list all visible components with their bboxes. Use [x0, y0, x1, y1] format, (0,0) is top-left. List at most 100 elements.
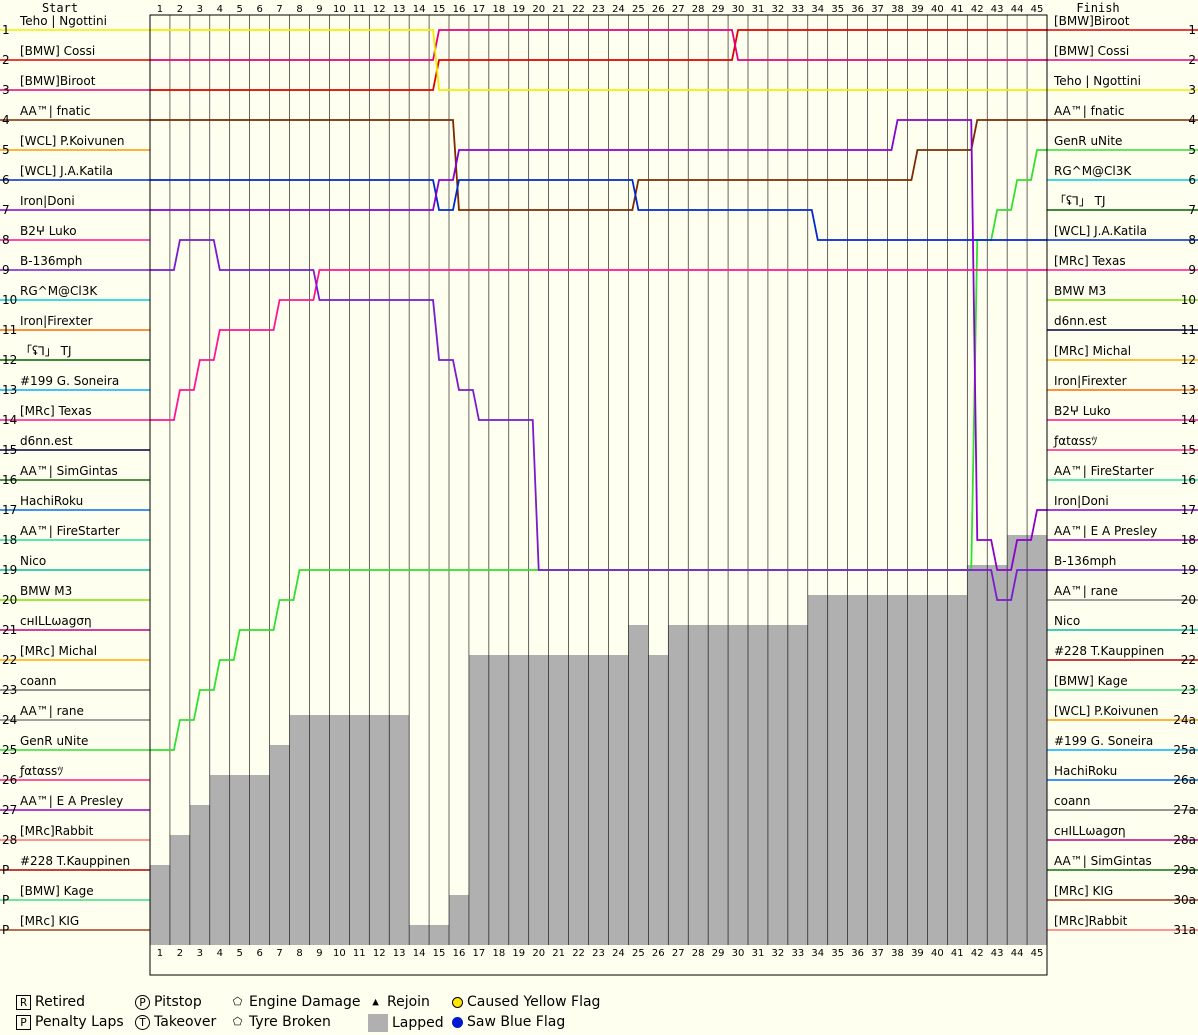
- yellow-flag-icon: [452, 996, 463, 1008]
- start-position-number: 16: [2, 473, 17, 487]
- start-position-number: 19: [2, 563, 17, 577]
- lapped-block: [748, 625, 768, 945]
- lap-number-bottom: 22: [572, 948, 585, 959]
- lapped-block: [189, 805, 210, 945]
- start-driver-name: Iron|Doni: [20, 194, 75, 208]
- lapped-block: [169, 835, 190, 945]
- legend-yellow-label: Caused Yellow Flag: [467, 994, 601, 1010]
- lapped-block: [349, 715, 370, 945]
- lapped-block: [688, 625, 709, 945]
- lapped-block: [508, 655, 529, 945]
- lapped-block: [409, 925, 430, 945]
- lapped-block: [728, 625, 748, 945]
- lapped-block: [807, 595, 828, 945]
- finish-position-number: 26a: [1173, 773, 1196, 787]
- lap-number-bottom: 30: [732, 948, 745, 959]
- finish-position-number: 10: [1181, 293, 1196, 307]
- lap-number-bottom: 8: [296, 948, 302, 959]
- lap-number-bottom: 27: [672, 948, 685, 959]
- start-position-number: 5: [2, 143, 10, 157]
- legend-rejoin: ▲ Rejoin: [368, 994, 430, 1010]
- lap-number-bottom: 34: [811, 948, 824, 959]
- lap-number-bottom: 38: [891, 948, 904, 959]
- lap-number-bottom: 33: [791, 948, 804, 959]
- lap-number-bottom: 43: [991, 948, 1004, 959]
- lap-number-bottom: 9: [316, 948, 322, 959]
- finish-position-number: 1: [1188, 23, 1196, 37]
- legend-engine-label: Engine Damage: [249, 994, 361, 1010]
- lap-number-bottom: 40: [931, 948, 944, 959]
- lap-number-bottom: 7: [276, 948, 282, 959]
- lap-number-bottom: 28: [692, 948, 705, 959]
- lap-chart: Start Finish 1 2 3 4 5 6 7 8 9 10 11 12 13 14 15 16 17 18…: [0, 1, 1198, 976]
- lap-number-top: 2: [177, 4, 183, 15]
- lap-number-bottom: 19: [512, 948, 525, 959]
- finish-position-number: 27a: [1173, 803, 1196, 817]
- finish-driver-name: #199 G. Soneira: [1054, 734, 1153, 748]
- lapped-block: [867, 595, 888, 945]
- start-driver-name: [BMW] Kage: [20, 884, 94, 898]
- pitstop-icon: P: [135, 994, 150, 1010]
- start-position-number: 2: [2, 53, 10, 67]
- legend-blue-label: Saw Blue Flag: [467, 1014, 566, 1030]
- lap-number-bottom: 31: [752, 948, 765, 959]
- lap-number-top: 6: [256, 4, 262, 15]
- start-driver-name: AA™| SimGintas: [20, 464, 118, 478]
- lap-number-top: 45: [1031, 4, 1044, 15]
- lap-number-top: 29: [712, 4, 725, 15]
- lap-number-top: 28: [692, 4, 705, 15]
- rejoin-icon: ▲: [372, 994, 379, 1008]
- lap-number-top: 35: [831, 4, 844, 15]
- lap-number-top: 12: [373, 4, 386, 15]
- finish-position-number: 8: [1188, 233, 1196, 247]
- takeover-icon: T: [135, 1014, 150, 1030]
- legend-pitstop: P Pitstop: [135, 994, 202, 1010]
- lap-number-top: 44: [1011, 4, 1024, 15]
- series-line: [150, 29, 1047, 61]
- finish-position-number: 28a: [1173, 833, 1196, 847]
- start-driver-name: Nico: [20, 554, 46, 568]
- start-position-number: 25: [2, 743, 17, 757]
- lapped-block: [329, 715, 350, 945]
- lapped-block: [150, 865, 170, 945]
- finish-position-number: 24a: [1173, 713, 1196, 727]
- finish-driver-name: Iron|Firexter: [1054, 374, 1127, 388]
- legend-retired-label: Retired: [35, 994, 86, 1010]
- finish-driver-name: [WCL] J.A.Katila: [1054, 224, 1147, 238]
- lap-number-top: 5: [237, 4, 243, 15]
- series-lines: [0, 29, 1198, 931]
- start-driver-name: Iron|Firexter: [20, 314, 93, 328]
- start-position-number: 4: [2, 113, 10, 127]
- series-line: [150, 29, 1047, 91]
- finish-driver-name: HachiRoku: [1054, 764, 1117, 778]
- start-driver-name: [WCL] P.Koivunen: [20, 134, 125, 148]
- lap-number-bottom: 44: [1011, 948, 1024, 959]
- legend-penalty: P Penalty Laps: [16, 1014, 124, 1030]
- start-driver-name: B-136mph: [20, 254, 82, 268]
- start-position-number: 28: [2, 833, 17, 847]
- start-driver-name: [MRc] Michal: [20, 644, 97, 658]
- finish-position-number: 13: [1181, 383, 1196, 397]
- legend-penalty-label: Penalty Laps: [35, 1014, 124, 1030]
- start-driver-name: ƒαtαssﾂ: [19, 764, 63, 778]
- start-position-number: 1: [2, 23, 10, 37]
- lapped-block: [209, 775, 230, 945]
- retired-icon: R: [16, 994, 31, 1010]
- legend-tyre-label: Tyre Broken: [249, 1014, 331, 1030]
- legend-lapped-label: Lapped: [392, 1015, 444, 1031]
- finish-driver-name: [BMW] Kage: [1054, 674, 1128, 688]
- lapped-block: [767, 625, 788, 945]
- lap-number-top: 25: [632, 4, 645, 15]
- lapped-block: [468, 655, 489, 945]
- lapped-block: [608, 655, 629, 945]
- finish-driver-name: [MRc] KIG: [1054, 884, 1113, 898]
- legend-blue: Saw Blue Flag: [452, 1014, 565, 1030]
- lap-number-top: 10: [333, 4, 346, 15]
- lap-number-bottom: 16: [453, 948, 466, 959]
- start-driver-name: coann: [20, 674, 57, 688]
- lapped-block: [568, 655, 589, 945]
- lap-number-top: 19: [512, 4, 525, 15]
- finish-driver-name: Nico: [1054, 614, 1080, 628]
- lap-number-bottom: 15: [433, 948, 446, 959]
- finish-driver-name: Teho | Ngottini: [1053, 74, 1141, 88]
